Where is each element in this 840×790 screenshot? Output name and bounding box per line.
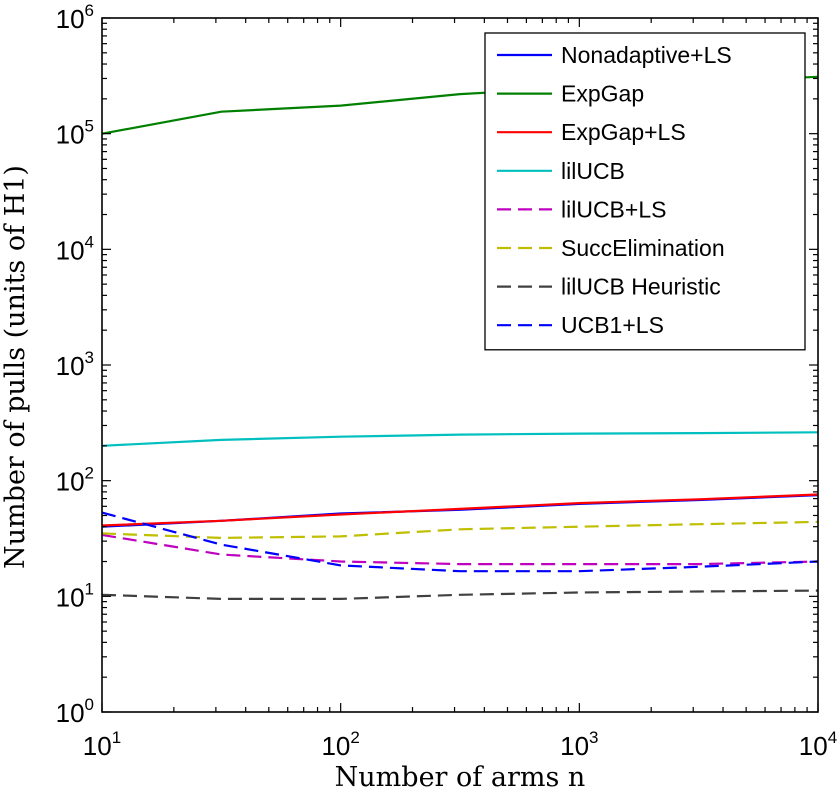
y-tick-label-base: 10 (56, 120, 85, 150)
legend-label-nonadaptive-ls: Nonadaptive+LS (561, 42, 732, 68)
y-tick-label: 106 (56, 1, 94, 34)
x-axis-title: Number of arms n (335, 762, 586, 790)
y-tick-label: 105 (56, 117, 94, 150)
y-tick-label: 102 (56, 464, 94, 497)
x-tick-label: 103 (560, 728, 598, 761)
ticks-layer (101, 17, 819, 713)
x-tick-label: 102 (321, 728, 359, 761)
y-tick-label-base: 10 (56, 235, 85, 265)
series-line-lilucb (101, 431, 819, 447)
y-tick-label-base: 10 (56, 582, 85, 612)
y-tick-label-exp: 0 (85, 695, 94, 714)
y-tick-label: 100 (56, 695, 94, 728)
series-line-lilucb-ls (101, 533, 819, 566)
x-tick-label-exp: 2 (350, 728, 359, 747)
y-tick-label-exp: 6 (85, 1, 94, 20)
legend-box (484, 32, 806, 351)
x-tick-label-base: 10 (799, 731, 828, 761)
y-tick-label-exp: 3 (85, 348, 94, 367)
series-line-lilucb-heuristic (101, 589, 819, 601)
legend-label-succelimination: SuccElimination (561, 235, 725, 261)
y-tick-label-base: 10 (56, 4, 85, 34)
y-axis-title: Number of pulls (units of H1) (0, 165, 31, 569)
legend: Nonadaptive+LS ExpGap ExpGap+LS lilUCB lilUC… (484, 32, 806, 351)
y-tick-label-exp: 5 (85, 117, 94, 136)
y-tick-label-exp: 4 (85, 232, 94, 251)
x-tick-label-base: 10 (560, 731, 589, 761)
series-line-ucb1-ls (101, 511, 819, 573)
y-tick-label-base: 10 (56, 351, 85, 381)
legend-label-lilucb-heuristic: lilUCB Heuristic (561, 274, 721, 300)
x-tick-label: 101 (83, 728, 121, 761)
x-tick-label: 104 (799, 728, 837, 761)
y-tick-label-base: 10 (56, 698, 85, 728)
y-tick-label-exp: 2 (85, 464, 94, 483)
legend-label-lilucb-ls: lilUCB+LS (561, 196, 666, 222)
y-tick-label: 103 (56, 348, 94, 381)
series-layer (101, 75, 819, 601)
legend-label-lilucb: lilUCB (561, 158, 625, 184)
x-tick-label-exp: 4 (828, 728, 837, 747)
y-tick-label-base: 10 (56, 467, 85, 497)
x-tick-label-base: 10 (321, 731, 350, 761)
series-line-expgap-ls (101, 493, 819, 527)
y-tick-label-exp: 1 (85, 579, 94, 598)
x-tick-label-exp: 3 (589, 728, 598, 747)
series-line-succelimination (101, 520, 819, 540)
y-tick-label: 101 (56, 579, 94, 612)
y-tick-label: 104 (56, 232, 94, 265)
x-tick-label-base: 10 (83, 731, 112, 761)
legend-label-expgap-ls: ExpGap+LS (561, 119, 686, 145)
x-tick-label-exp: 1 (112, 728, 121, 747)
legend-label-ucb1-ls: UCB1+LS (561, 312, 664, 338)
legend-label-expgap: ExpGap (561, 81, 644, 107)
